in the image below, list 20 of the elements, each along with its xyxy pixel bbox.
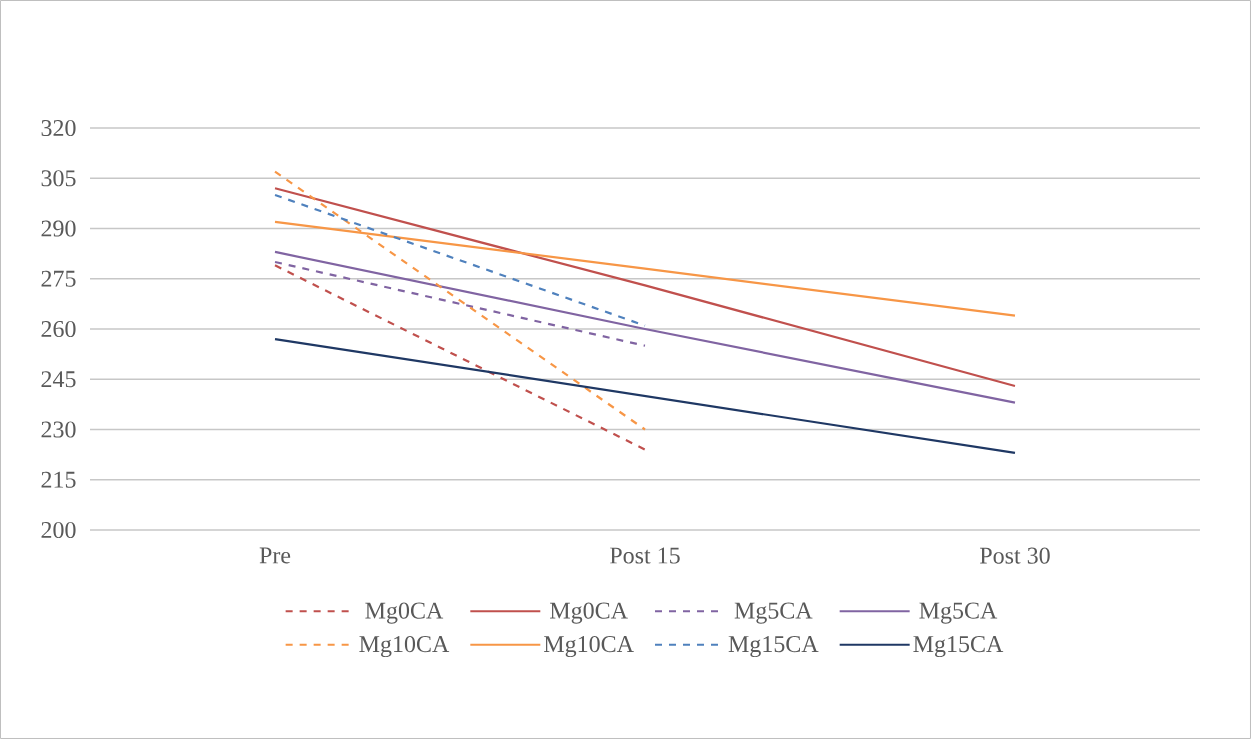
- legend-label: Mg0CA: [365, 602, 444, 624]
- legend-label: Mg15CA: [913, 636, 1004, 658]
- y-tick-label: 215: [41, 471, 76, 488]
- y-tick-label: 200: [41, 521, 76, 539]
- y-tick-label: 305: [41, 170, 76, 187]
- legend-label: Mg5CA: [734, 602, 813, 624]
- legend-label: Mg5CA: [919, 602, 998, 624]
- legend-label: Mg0CA: [550, 602, 628, 624]
- x-tick-label: Pre: [259, 547, 291, 564]
- legend-label: Mg10CA: [359, 635, 450, 658]
- x-tick-label: Post 30: [980, 547, 1050, 564]
- y-tick-label: 260: [41, 320, 76, 338]
- x-tick-label: Post 15: [610, 547, 680, 564]
- y-tick-label: 290: [41, 220, 76, 237]
- y-tick-label: 230: [41, 421, 76, 438]
- legend-label: Mg15CA: [728, 636, 819, 658]
- y-tick-label: 275: [41, 270, 76, 287]
- y-tick-label: 245: [41, 371, 76, 388]
- y-tick-label: 320: [41, 119, 76, 137]
- legend-label: Mg10CA: [544, 635, 634, 658]
